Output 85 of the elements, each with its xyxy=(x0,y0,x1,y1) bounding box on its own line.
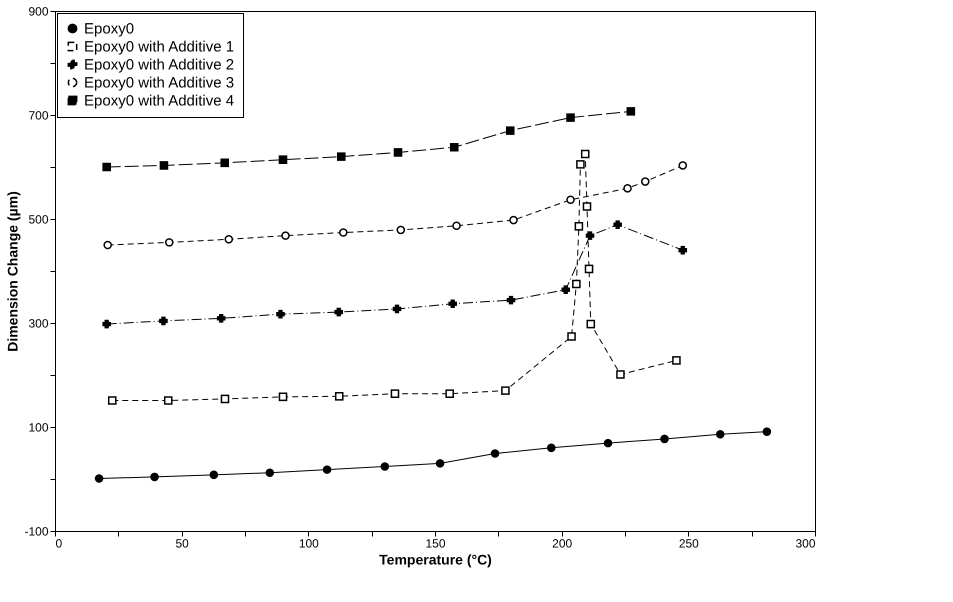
point xyxy=(334,308,344,316)
point xyxy=(103,240,112,250)
point xyxy=(616,370,625,379)
point xyxy=(586,320,596,328)
point xyxy=(164,396,173,405)
legend-label: Epoxy0 xyxy=(84,20,134,38)
point xyxy=(640,177,650,186)
x-tick-label: 50 xyxy=(175,536,190,550)
point xyxy=(448,299,458,308)
point xyxy=(582,202,592,211)
point xyxy=(561,285,570,294)
point xyxy=(278,155,288,164)
point xyxy=(334,392,344,401)
point xyxy=(380,462,390,471)
point xyxy=(586,231,594,240)
legend-label: Epoxy0 with Additive 4 xyxy=(84,92,234,110)
point xyxy=(566,113,575,122)
point xyxy=(445,389,454,398)
y-axis-title: Dimension Change (µm) xyxy=(4,191,20,352)
point xyxy=(102,320,111,328)
point xyxy=(436,459,444,468)
point xyxy=(572,280,581,288)
point xyxy=(566,195,575,204)
x-tick-label: 150 xyxy=(425,536,446,550)
point xyxy=(623,184,632,193)
point xyxy=(108,396,117,405)
point xyxy=(506,126,515,135)
y-tick-label: 300 xyxy=(28,316,49,330)
point xyxy=(450,142,459,152)
point xyxy=(322,465,332,474)
point xyxy=(159,316,168,326)
point xyxy=(281,231,290,240)
legend-label: Epoxy0 with Additive 3 xyxy=(84,74,234,92)
x-tick-label: 200 xyxy=(552,536,572,550)
point xyxy=(94,474,104,483)
point xyxy=(102,162,111,172)
point xyxy=(626,107,636,116)
point xyxy=(546,444,556,452)
point xyxy=(574,222,584,231)
point xyxy=(452,221,461,230)
point xyxy=(216,314,226,323)
point xyxy=(604,438,612,448)
point xyxy=(509,216,518,224)
point xyxy=(501,386,510,395)
point xyxy=(567,332,576,341)
x-tick-label: 300 xyxy=(795,536,816,550)
x-axis-title: Temperature (°C) xyxy=(379,552,492,568)
point xyxy=(762,427,772,436)
point xyxy=(266,468,274,478)
point xyxy=(576,160,585,169)
point xyxy=(276,310,285,318)
y-tick-label: 700 xyxy=(28,108,49,122)
point xyxy=(396,226,406,234)
point xyxy=(220,158,230,168)
point xyxy=(220,394,230,404)
point xyxy=(160,161,168,170)
y-tick-label: -100 xyxy=(24,524,49,538)
y-tick-label: 900 xyxy=(28,4,49,18)
x-tick-label: 100 xyxy=(298,536,320,550)
point xyxy=(580,150,590,158)
legend-label: Epoxy0 with Additive 2 xyxy=(84,56,234,74)
point xyxy=(336,152,346,161)
point xyxy=(392,304,402,314)
point xyxy=(672,356,681,365)
point xyxy=(716,430,725,439)
point xyxy=(660,434,669,444)
y-tick-label: 500 xyxy=(28,212,49,226)
point xyxy=(490,449,500,458)
legend-label: Epoxy0 with Additive 1 xyxy=(84,38,234,56)
point xyxy=(678,246,688,254)
point xyxy=(613,220,622,230)
y-tick-label: 100 xyxy=(28,420,49,434)
point xyxy=(339,228,348,237)
x-tick-label: 250 xyxy=(678,536,700,550)
point xyxy=(678,161,688,170)
x-tick-label: 0 xyxy=(56,536,62,550)
point xyxy=(394,148,402,157)
point xyxy=(390,389,400,398)
point xyxy=(150,472,159,482)
point xyxy=(210,470,218,480)
point xyxy=(164,238,174,247)
point xyxy=(584,264,594,274)
point xyxy=(224,235,234,244)
point xyxy=(278,392,288,402)
point xyxy=(506,296,516,304)
